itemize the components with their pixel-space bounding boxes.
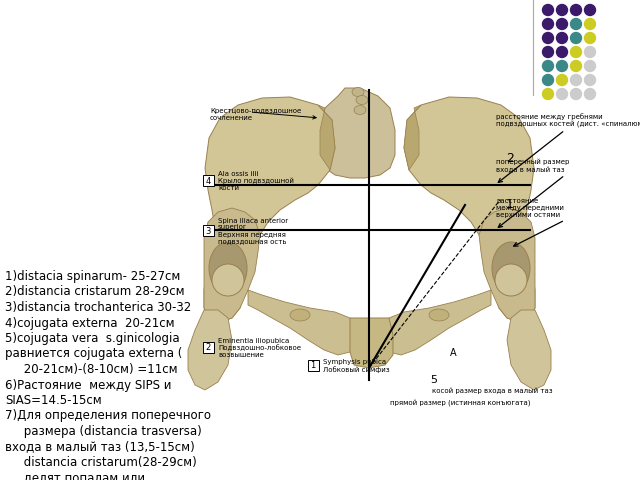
Ellipse shape xyxy=(354,106,366,115)
Ellipse shape xyxy=(212,264,244,296)
Text: Ala ossis ilii
Крыло подвздошной
кости: Ala ossis ilii Крыло подвздошной кости xyxy=(218,171,294,192)
Circle shape xyxy=(584,33,595,44)
Text: поперечный размер
входа в малый таз: поперечный размер входа в малый таз xyxy=(496,159,570,173)
Text: расстояние
между передними
верхними остями: расстояние между передними верхними остя… xyxy=(496,198,564,218)
Text: прямой размер (истинная конъюгата): прямой размер (истинная конъюгата) xyxy=(390,400,531,407)
Circle shape xyxy=(557,60,568,72)
Circle shape xyxy=(557,74,568,85)
Text: 3)distancia trochanterica 30-32: 3)distancia trochanterica 30-32 xyxy=(5,301,191,314)
Ellipse shape xyxy=(492,242,530,294)
Ellipse shape xyxy=(495,264,527,296)
Circle shape xyxy=(543,60,554,72)
Text: Крестцово-подвздошное
сочленение: Крестцово-подвздошное сочленение xyxy=(210,108,301,121)
Ellipse shape xyxy=(352,87,364,96)
Text: 1: 1 xyxy=(310,361,316,371)
Circle shape xyxy=(570,60,582,72)
Polygon shape xyxy=(404,97,535,322)
Text: 2: 2 xyxy=(506,152,514,165)
Polygon shape xyxy=(320,88,395,178)
Ellipse shape xyxy=(429,309,449,321)
Polygon shape xyxy=(381,290,491,355)
Text: 4)cojugata externa  20-21см: 4)cojugata externa 20-21см xyxy=(5,316,175,329)
Circle shape xyxy=(557,4,568,15)
Text: 3: 3 xyxy=(205,227,211,236)
Circle shape xyxy=(584,60,595,72)
Polygon shape xyxy=(248,290,358,355)
Text: делят попалам или: делят попалам или xyxy=(5,471,145,480)
Text: косой размер входа в малый таз: косой размер входа в малый таз xyxy=(432,388,552,395)
Circle shape xyxy=(543,74,554,85)
Text: Symphysis pubica
Лобковый симфиз: Symphysis pubica Лобковый симфиз xyxy=(323,359,390,373)
Circle shape xyxy=(557,19,568,29)
Text: 5: 5 xyxy=(430,375,437,385)
Polygon shape xyxy=(204,97,335,322)
Polygon shape xyxy=(188,310,232,390)
Text: Eminentia iliopubica
Подвздошно-лобковое
возвышение: Eminentia iliopubica Подвздошно-лобковое… xyxy=(218,337,301,359)
Text: 2)distancia cristarum 28-29см: 2)distancia cristarum 28-29см xyxy=(5,286,184,299)
Text: distancia cristarum(28-29см): distancia cristarum(28-29см) xyxy=(5,456,196,469)
Text: 20-21см)-(8-10см) =11см: 20-21см)-(8-10см) =11см xyxy=(5,363,178,376)
Circle shape xyxy=(557,33,568,44)
FancyBboxPatch shape xyxy=(203,342,214,353)
Circle shape xyxy=(557,88,568,99)
Ellipse shape xyxy=(209,242,247,294)
Ellipse shape xyxy=(356,96,368,105)
Circle shape xyxy=(570,47,582,58)
Circle shape xyxy=(557,47,568,58)
Circle shape xyxy=(543,33,554,44)
Circle shape xyxy=(570,4,582,15)
Polygon shape xyxy=(404,105,421,170)
Circle shape xyxy=(570,33,582,44)
Circle shape xyxy=(570,74,582,85)
Circle shape xyxy=(584,88,595,99)
Text: 5)cojugata vera  s.ginicologia: 5)cojugata vera s.ginicologia xyxy=(5,332,180,345)
Polygon shape xyxy=(204,208,260,322)
Circle shape xyxy=(543,4,554,15)
Text: расстояние между гребнями
подвздошных костей (дист. «спиналюм»): расстояние между гребнями подвздошных ко… xyxy=(496,113,640,128)
Ellipse shape xyxy=(290,309,310,321)
Polygon shape xyxy=(350,318,393,368)
Circle shape xyxy=(543,88,554,99)
Circle shape xyxy=(584,74,595,85)
FancyBboxPatch shape xyxy=(203,175,214,186)
Text: 6)Растояние  между SIPS и: 6)Растояние между SIPS и xyxy=(5,379,172,392)
Text: 4: 4 xyxy=(205,177,211,185)
Polygon shape xyxy=(479,208,535,322)
Polygon shape xyxy=(507,310,551,390)
Circle shape xyxy=(543,19,554,29)
Text: A: A xyxy=(450,348,456,358)
Circle shape xyxy=(584,19,595,29)
Circle shape xyxy=(584,4,595,15)
Text: 1: 1 xyxy=(506,199,514,212)
Text: SIAS=14.5-15см: SIAS=14.5-15см xyxy=(5,394,102,407)
Text: 1)distacia spinarum- 25-27см: 1)distacia spinarum- 25-27см xyxy=(5,270,180,283)
FancyBboxPatch shape xyxy=(308,360,319,371)
Circle shape xyxy=(584,47,595,58)
Text: 2: 2 xyxy=(205,344,211,352)
Text: 7)Для определения поперечного: 7)Для определения поперечного xyxy=(5,409,211,422)
Polygon shape xyxy=(318,105,335,170)
Text: равниется cojugata externa (: равниется cojugata externa ( xyxy=(5,348,182,360)
Text: Spina iliaca anterior
superior
Верхняя передняя
подвздошная ость: Spina iliaca anterior superior Верхняя п… xyxy=(218,217,288,244)
Text: размера (distancia trasversa): размера (distancia trasversa) xyxy=(5,425,202,438)
FancyBboxPatch shape xyxy=(203,225,214,236)
Text: входа в малый таз (13,5-15см): входа в малый таз (13,5-15см) xyxy=(5,441,195,454)
Circle shape xyxy=(570,88,582,99)
Circle shape xyxy=(570,19,582,29)
Circle shape xyxy=(543,47,554,58)
